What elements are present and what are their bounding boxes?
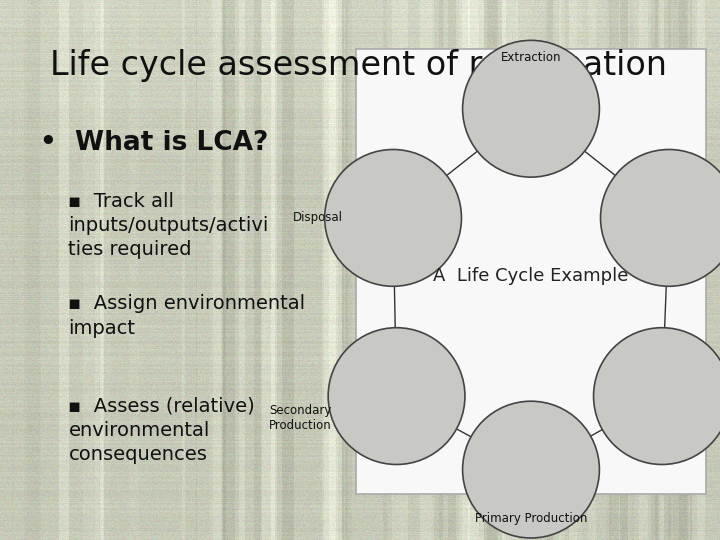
Ellipse shape — [462, 40, 599, 177]
Ellipse shape — [325, 150, 462, 286]
Text: Extraction: Extraction — [500, 51, 562, 64]
FancyBboxPatch shape — [356, 49, 706, 494]
Text: ▪  Track all
inputs/outputs/activi
ties required: ▪ Track all inputs/outputs/activi ties r… — [68, 192, 269, 259]
Ellipse shape — [600, 150, 720, 286]
Text: ▪  Assess (relative)
environmental
consequences: ▪ Assess (relative) environmental conseq… — [68, 397, 255, 464]
Text: Life cycle assessment of reclamation: Life cycle assessment of reclamation — [50, 49, 667, 82]
Text: Disposal: Disposal — [292, 211, 343, 225]
Text: •  What is LCA?: • What is LCA? — [40, 130, 268, 156]
Text: A  Life Cycle Example: A Life Cycle Example — [433, 267, 629, 285]
Ellipse shape — [462, 401, 599, 538]
Ellipse shape — [328, 328, 465, 464]
Text: Primary Production: Primary Production — [474, 512, 588, 525]
Text: Secondary
Production: Secondary Production — [269, 404, 332, 431]
Ellipse shape — [593, 328, 720, 464]
Text: ▪  Assign environmental
impact: ▪ Assign environmental impact — [68, 294, 305, 338]
